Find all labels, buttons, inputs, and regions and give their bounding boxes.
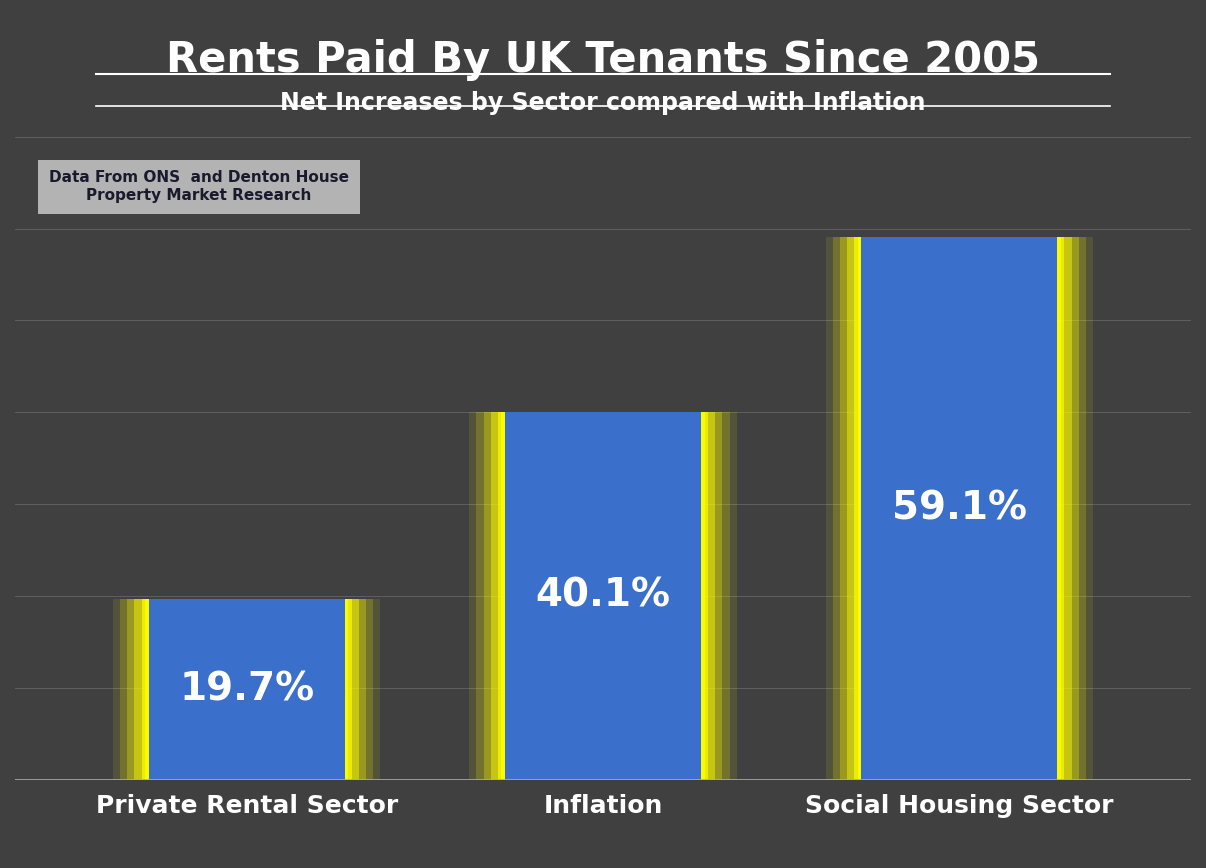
Bar	[121, 599, 373, 780]
Bar	[145, 599, 349, 780]
Bar	[134, 599, 359, 780]
Bar	[826, 237, 1093, 780]
Text: Rents Paid By UK Tenants Since 2005: Rents Paid By UK Tenants Since 2005	[166, 39, 1040, 81]
Bar	[502, 411, 704, 780]
Bar	[505, 411, 701, 780]
Bar	[141, 599, 352, 780]
Bar	[476, 411, 730, 780]
Text: 59.1%: 59.1%	[892, 490, 1026, 528]
Text: 40.1%: 40.1%	[535, 577, 671, 615]
Text: Data From ONS  and Denton House
Property Market Research: Data From ONS and Denton House Property …	[49, 170, 349, 203]
Bar	[113, 599, 380, 780]
Bar	[861, 237, 1058, 780]
Bar	[498, 411, 708, 780]
Bar	[847, 237, 1072, 780]
Bar	[841, 237, 1078, 780]
Bar	[857, 237, 1061, 780]
Bar	[484, 411, 722, 780]
Bar	[491, 411, 715, 780]
Bar	[148, 599, 345, 780]
Bar	[833, 237, 1085, 780]
Text: 19.7%: 19.7%	[178, 671, 315, 709]
Bar	[128, 599, 365, 780]
Text: Net Increases by Sector compared with Inflation: Net Increases by Sector compared with In…	[280, 91, 926, 115]
Bar	[854, 237, 1065, 780]
Bar	[469, 411, 737, 780]
